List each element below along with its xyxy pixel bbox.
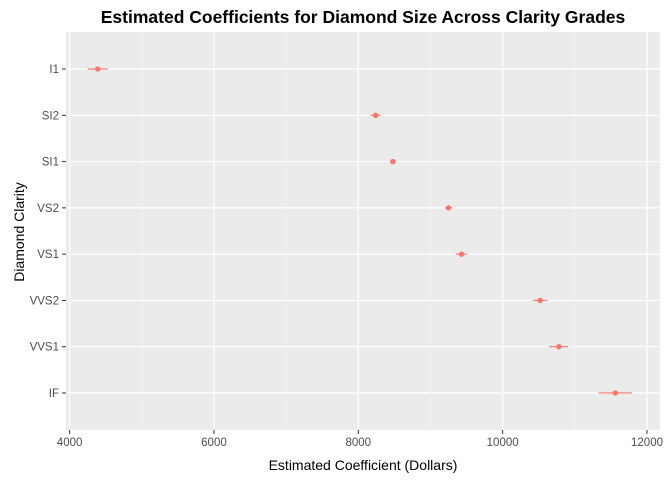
y-axis: I1 SI2 SI1 VS2 VS1 VVS2 VVS1 IF: [30, 64, 66, 400]
x-axis: 4000 6000 8000 10000 12000: [57, 430, 663, 449]
y-tick-label: IF: [49, 388, 59, 400]
x-tick-label: 10000: [487, 437, 519, 449]
y-tick-label: VS2: [37, 203, 59, 215]
point-vs2: [445, 205, 452, 211]
y-tick-label: VS1: [37, 249, 59, 261]
plot-panel: [66, 32, 660, 430]
y-tick-label: VVS2: [30, 295, 59, 307]
point-si2: [372, 112, 379, 119]
point-i1: [95, 66, 101, 72]
x-tick-label: 8000: [346, 437, 372, 449]
data-points: [95, 66, 618, 396]
y-axis-title: Diamond Clarity: [11, 182, 27, 282]
x-tick-label: 4000: [57, 437, 83, 449]
y-tick-label: I1: [49, 64, 59, 76]
point-si1: [390, 158, 396, 165]
y-tick-label: VVS1: [30, 342, 59, 354]
y-tick-label: SI1: [42, 157, 59, 169]
point-vvs2: [537, 297, 543, 304]
grid-lines: [66, 32, 660, 430]
point-if: [612, 390, 618, 396]
y-tick-label: SI2: [42, 110, 59, 122]
x-tick-label: 12000: [631, 437, 663, 449]
point-vvs1: [556, 343, 562, 350]
x-tick-label: 6000: [201, 437, 227, 449]
chart-title: Estimated Coefficients for Diamond Size …: [101, 7, 626, 27]
point-vs1: [458, 251, 465, 257]
x-axis-title: Estimated Coefficient (Dollars): [269, 457, 458, 473]
